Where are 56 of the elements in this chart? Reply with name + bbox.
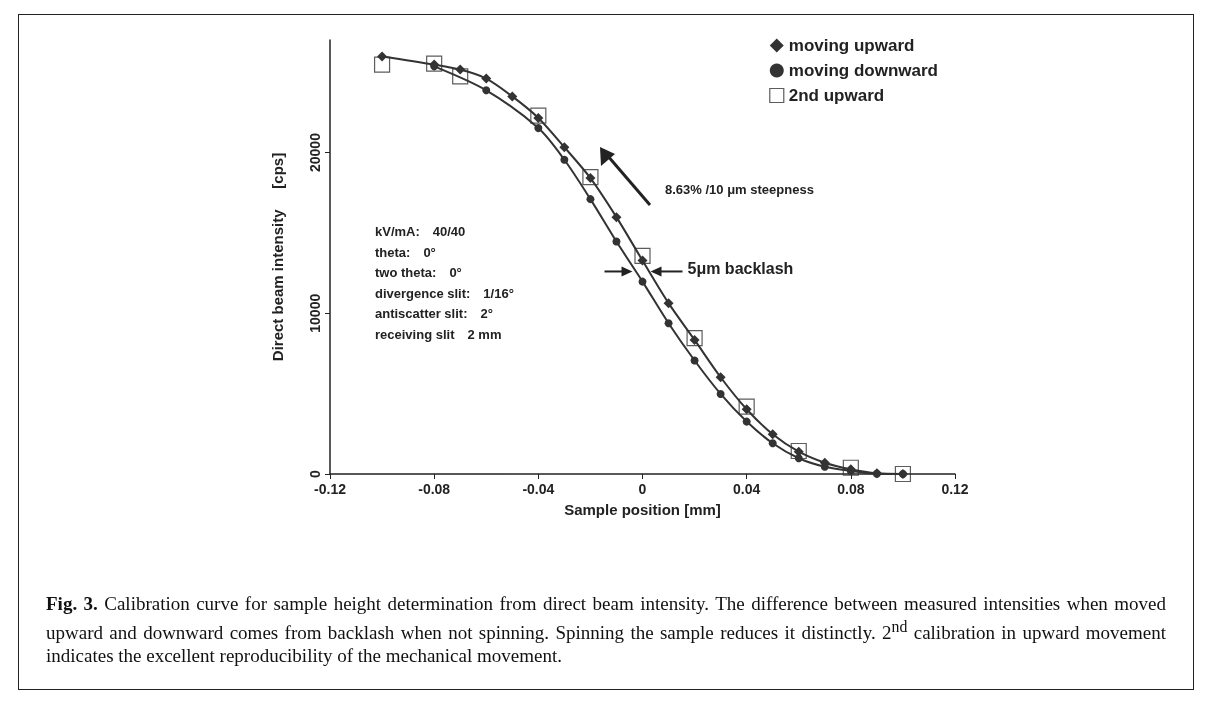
annotation: kV/mA: 40/40 (375, 224, 466, 239)
annotation: antiscatter slit: 2° (375, 306, 493, 321)
y-tick-label: 10000 (307, 293, 323, 333)
x-tick-label: 0.12 (941, 481, 969, 497)
legend-label: moving downward (788, 61, 939, 80)
point (638, 277, 647, 286)
annotation: divergence slit: 1/16° (375, 285, 514, 301)
x-tick-label: -0.04 (522, 481, 555, 497)
legend-label: 2nd upward (788, 86, 885, 105)
x-tick-label: -0.12 (314, 481, 347, 497)
point (560, 155, 569, 164)
y-axis-title: Direct beam intensity [cps] (269, 152, 286, 362)
point (586, 195, 595, 204)
point (481, 73, 492, 84)
point (715, 372, 726, 383)
point (582, 169, 599, 186)
x-axis-title: Sample position [mm] (564, 501, 721, 518)
annotation: two theta: 0° (375, 265, 462, 280)
point (507, 91, 518, 102)
point (634, 247, 651, 264)
annotation: 8.63% /10 μm steepness (665, 182, 814, 197)
point (612, 237, 621, 246)
point (455, 64, 466, 75)
legend-label: moving upward (788, 36, 915, 55)
text: Fig. 3. Calibration curve for sample height determination from direct beam intensity. The difference between measured intensities when moved upward and downward comes from backlash when not spinning. Spinning the sample reduces it distinctly. 2$^{nd}$ calibration in upward movement indicates the excellent reproducibility of the mechanical movement. (46, 593, 1166, 667)
point (530, 107, 547, 124)
point (767, 429, 778, 440)
point (534, 124, 543, 133)
point (742, 417, 751, 426)
point (716, 389, 725, 398)
point (611, 212, 622, 223)
point (482, 86, 491, 95)
point (377, 51, 388, 62)
point (373, 56, 391, 73)
x-tick-label: 0.04 (733, 481, 761, 497)
x-tick-label: 0.08 (837, 481, 865, 497)
point (738, 398, 755, 415)
point (842, 459, 859, 476)
point (690, 356, 699, 365)
x-tick-label: -0.08 (418, 481, 451, 497)
y-tick-label: 0 (307, 469, 323, 478)
point (664, 319, 673, 328)
point (686, 330, 703, 347)
annotation: theta: 0° (375, 244, 436, 260)
y-tick-label: 20000 (307, 132, 323, 172)
point (559, 142, 570, 153)
point (768, 439, 777, 448)
point (426, 55, 443, 72)
annotation: 5μm backlash (687, 259, 794, 277)
x-tick-label: 0 (638, 481, 647, 497)
annotation: receiving slit 2 mm (375, 326, 502, 342)
point (790, 442, 807, 460)
point (894, 465, 912, 483)
point (663, 298, 674, 309)
point (794, 454, 803, 463)
point (452, 68, 469, 85)
